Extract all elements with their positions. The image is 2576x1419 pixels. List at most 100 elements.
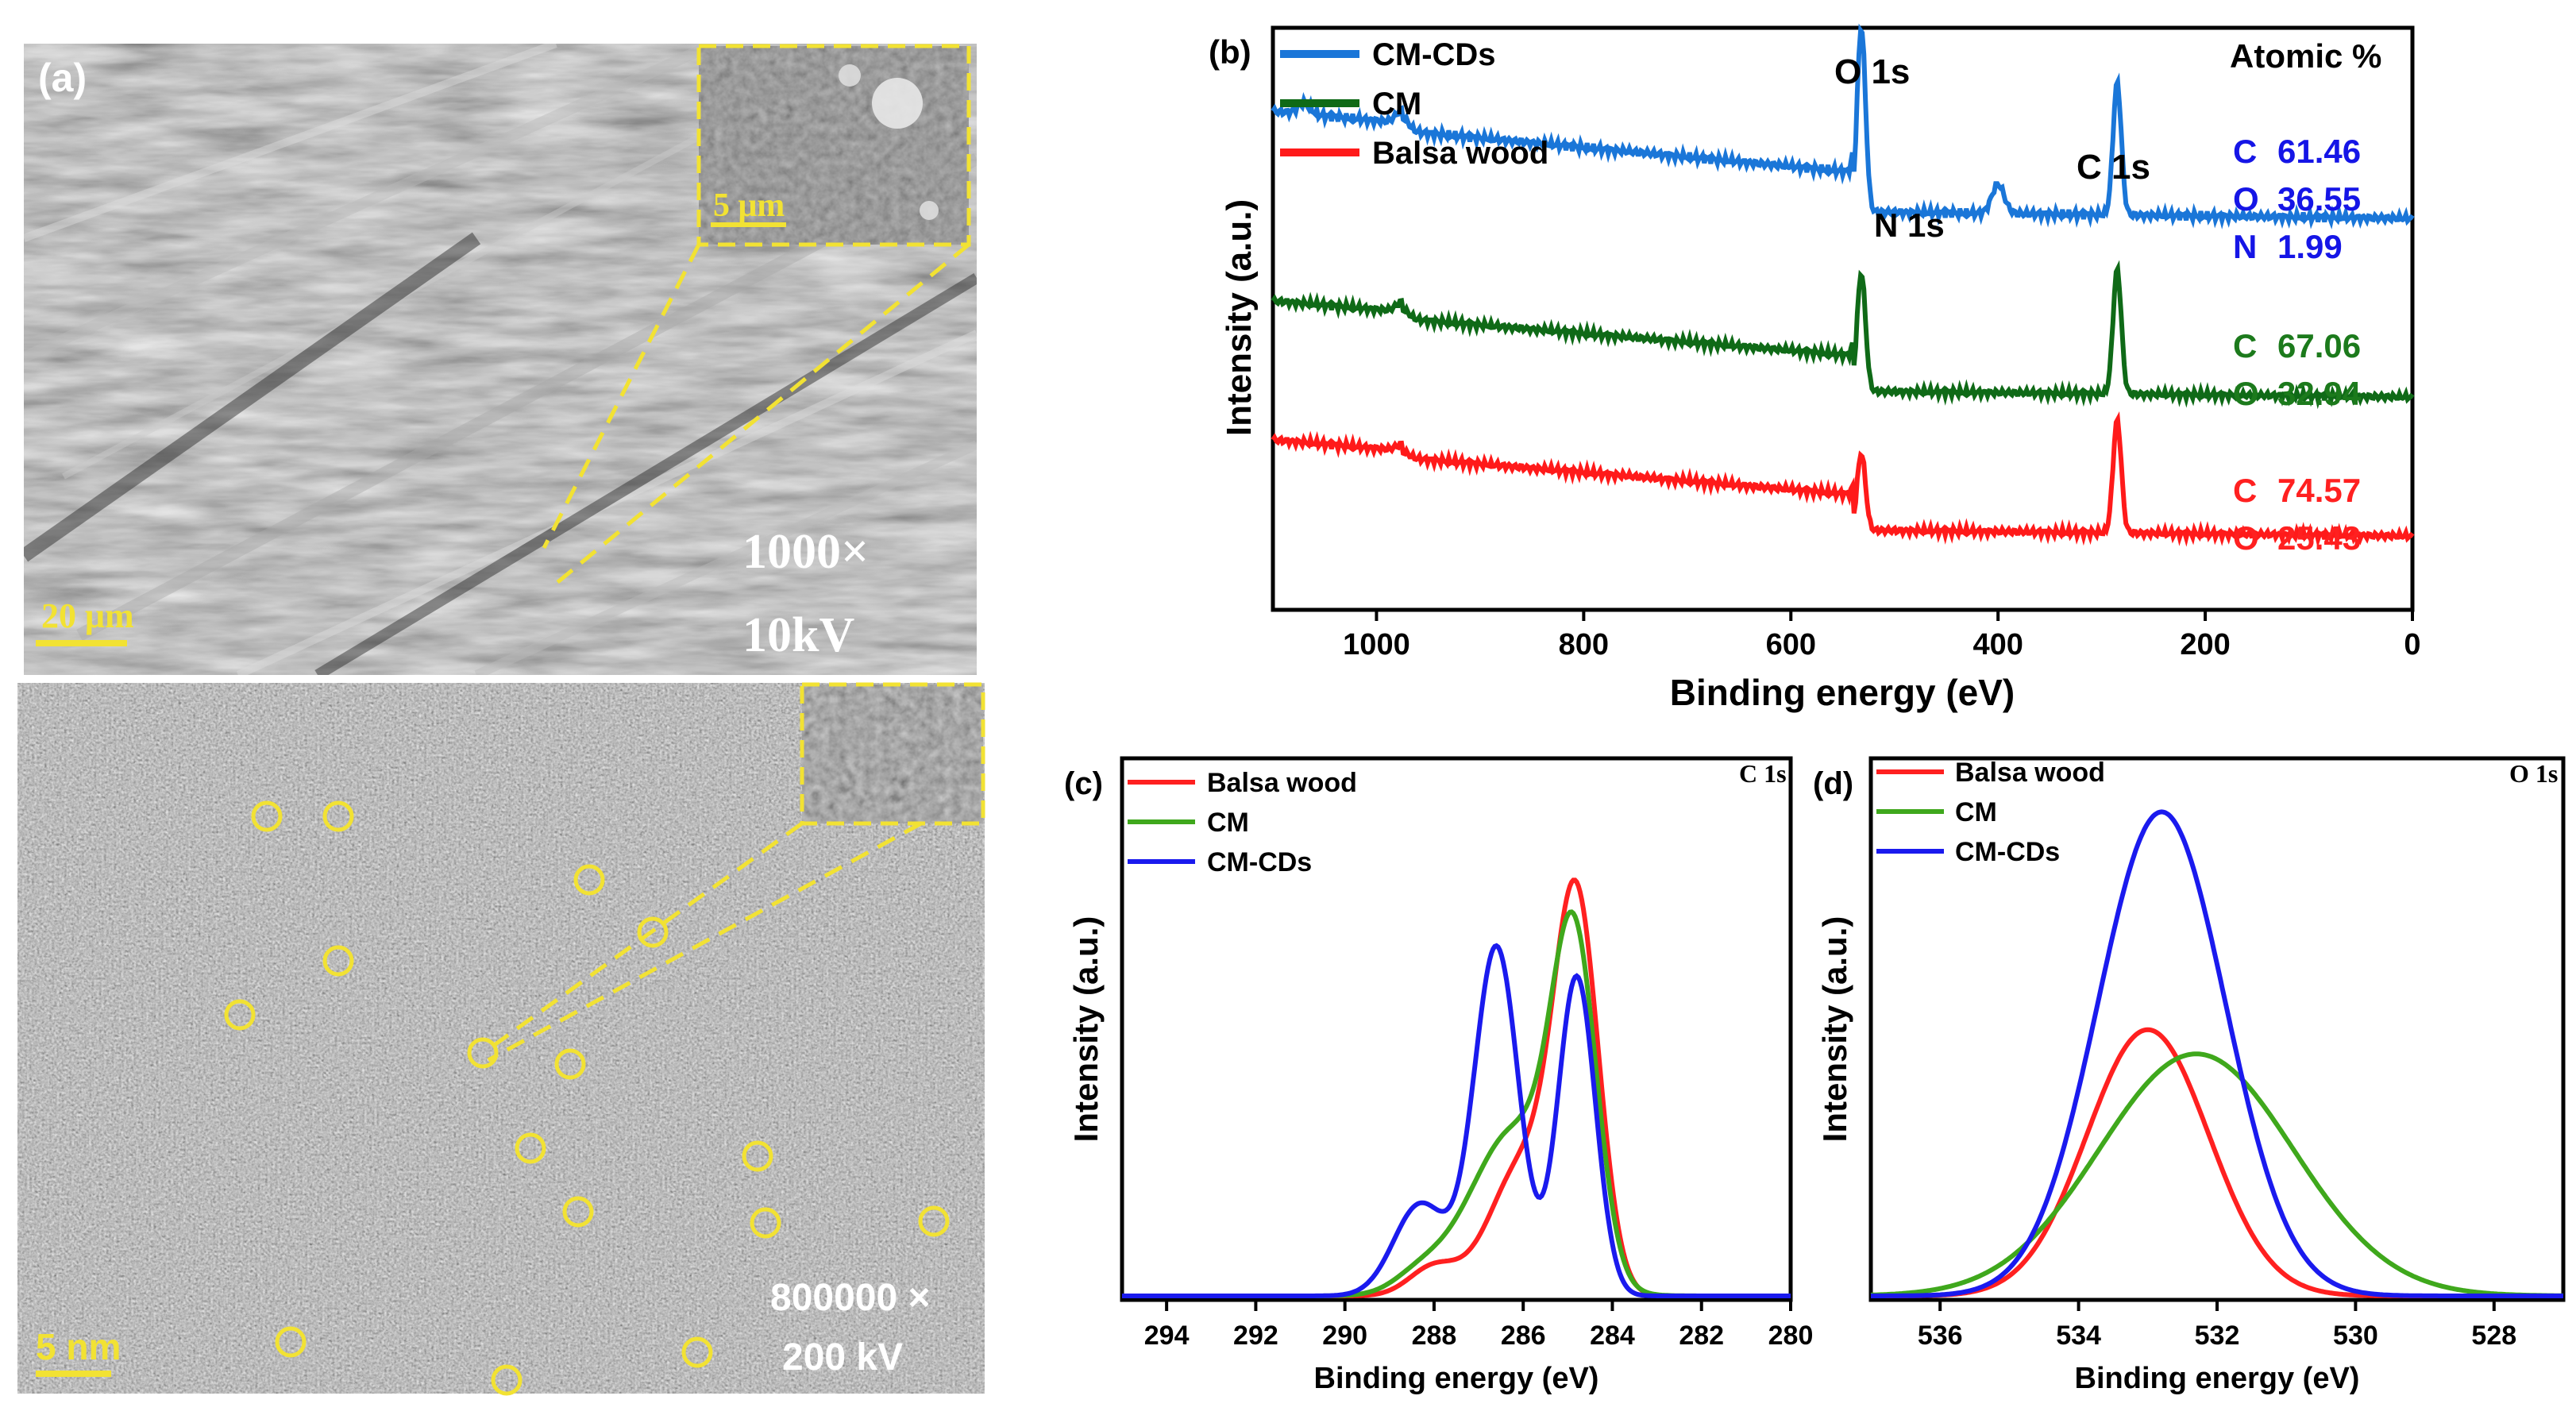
tem-particle-marker [515,1132,546,1164]
comp-value: 74.57 [2277,472,2361,509]
sem-inset-particle [920,201,939,220]
tem-zoom-lines [483,821,923,1062]
tem-particle-marker [637,916,669,948]
tem-particle-marker [467,1037,499,1069]
x-tick-label: 534 [2056,1321,2101,1351]
x-tick-label: 290 [1322,1321,1367,1351]
peak-label-n1s: N 1s [1874,206,1945,244]
legend-label-cm: CM [1207,808,1249,838]
panel-d-xaxis: 536 534 532 530 528 [1918,1300,2516,1351]
panel-d-legend: Balsa wood CM CM-CDs [1876,758,2105,867]
panel-b-frame [1271,25,2415,612]
sem-scale-text: 20 μm [41,596,134,635]
panel-b-xlabel: Binding energy (eV) [1670,672,2015,713]
panel-c-ylabel: Intensity (a.u.) [1067,916,1105,1143]
tem-particle-marker [224,999,256,1031]
composition-cm: C 67.06 O 32.94 [2233,327,2362,412]
x-tick-label: 294 [1144,1321,1190,1351]
tem-particle-marker [562,1196,594,1228]
x-tick-label: 200 [2180,628,2230,661]
comp-value: 25.43 [2277,519,2361,557]
x-tick-label: 284 [1590,1321,1635,1351]
legend-label-cmcds: CM-CDs [1207,847,1312,877]
c1s-spectrum-chart: (c) C 1s Intensity (a.u.) Binding energy… [1064,756,1813,1395]
series-line-balsa-wood [1122,877,1791,1298]
sem-inset-border [696,44,971,247]
series-line-cm-cds [1871,809,2563,1298]
panel-d-label: (d) [1813,766,1853,801]
tem-particle-marker [322,945,354,977]
x-tick-label: 530 [2333,1321,2378,1351]
panel-d-series [1870,809,2564,1298]
series-line-balsa-wood [1271,411,2415,549]
x-tick-label: 0 [2404,628,2420,661]
legend-label-cmcds: CM-CDs [1372,37,1496,72]
sem-magnification: 1000× [742,525,869,579]
tem-particle-marker [554,1048,586,1080]
series-line-cm [1122,909,1791,1298]
tem-particle-marker [918,1205,950,1237]
tem-magnification: 800000 × [770,1277,931,1319]
sem-inset-particle [839,64,861,87]
x-tick-label: 532 [2195,1321,2240,1351]
panel-c-frame [1120,756,1793,1302]
panel-c-legend: Balsa wood CM CM-CDs [1128,768,1357,877]
sem-image: (a) 5 μm 20 μm 1000× 10kV [24,44,977,675]
comp-element: C [2233,133,2257,170]
panel-d-ylabel: Intensity (a.u.) [1816,916,1853,1143]
tem-particle-marker [681,1336,713,1368]
sem-voltage: 10kV [742,608,854,662]
panel-c-title: C 1s [1739,759,1787,788]
x-tick-label: 288 [1412,1321,1457,1351]
comp-value: 36.55 [2277,180,2361,218]
tem-image: 5 nm 800000 × 200 kV [17,682,985,1396]
panel-b-xaxis: 1000 800 600 400 200 0 [1343,610,2421,661]
comp-value: 1.99 [2277,228,2343,265]
x-tick-label: 292 [1233,1321,1278,1351]
panel-b-series [1271,23,2415,549]
tem-particle-marker [491,1364,523,1396]
panel-d-xlabel: Binding energy (eV) [2075,1362,2360,1395]
legend-label-cm: CM [1955,797,1997,827]
comp-element: O [2233,519,2259,557]
comp-element: C [2233,327,2257,364]
o1s-spectrum-chart: (d) O 1s Intensity (a.u.) Binding energy… [1813,756,2566,1395]
tem-inset-texture [802,684,983,823]
x-tick-label: 286 [1501,1321,1546,1351]
series-line-cm [1271,260,2415,410]
comp-value: 32.94 [2277,375,2362,412]
series-line-balsa-wood [1871,1027,2563,1298]
tem-inset-border [800,682,985,826]
legend-label-cmcds: CM-CDs [1955,837,2060,867]
tem-particle-marker [573,864,605,896]
peak-label-c1s: C 1s [2077,148,2150,187]
comp-element: C [2233,472,2257,509]
tem-particle-marker [322,800,354,832]
tem-particle-markers [224,800,950,1396]
series-line-cm-cds [1271,23,2415,229]
comp-value: 61.46 [2277,133,2361,170]
composition-balsa: C 74.57 O 25.43 [2233,472,2361,557]
survey-spectrum-chart: (b) Intensity (a.u.) Binding energy (eV)… [1209,23,2421,713]
tem-voltage: 200 kV [782,1336,903,1379]
x-tick-label: 1000 [1343,628,1410,661]
tem-particle-marker [251,800,283,832]
x-tick-label: 600 [1766,628,1816,661]
comp-element: O [2233,180,2259,218]
panel-b-ylabel: Intensity (a.u.) [1220,199,1259,436]
x-tick-label: 536 [1918,1321,1963,1351]
series-line-cm-cds [1122,943,1791,1298]
comp-element: O [2233,375,2259,412]
x-tick-label: 528 [2471,1321,2516,1351]
tem-particle-marker [750,1207,781,1239]
legend-label-balsa: Balsa wood [1372,136,1548,171]
sem-inset-particle [872,78,923,129]
sem-inset-scale-text: 5 μm [713,187,785,224]
tem-particle-marker [275,1326,307,1358]
panel-d-title: O 1s [2509,759,2558,788]
composition-cmcds: C 61.46 O 36.55 N 1.99 [2233,133,2361,265]
composition-title: Atomic % [2230,37,2381,75]
panel-b-legend: CM-CDs CM Balsa wood [1280,37,1548,171]
panel-c-xaxis: 294 292 290 288 286 284 282 280 [1144,1300,1813,1351]
